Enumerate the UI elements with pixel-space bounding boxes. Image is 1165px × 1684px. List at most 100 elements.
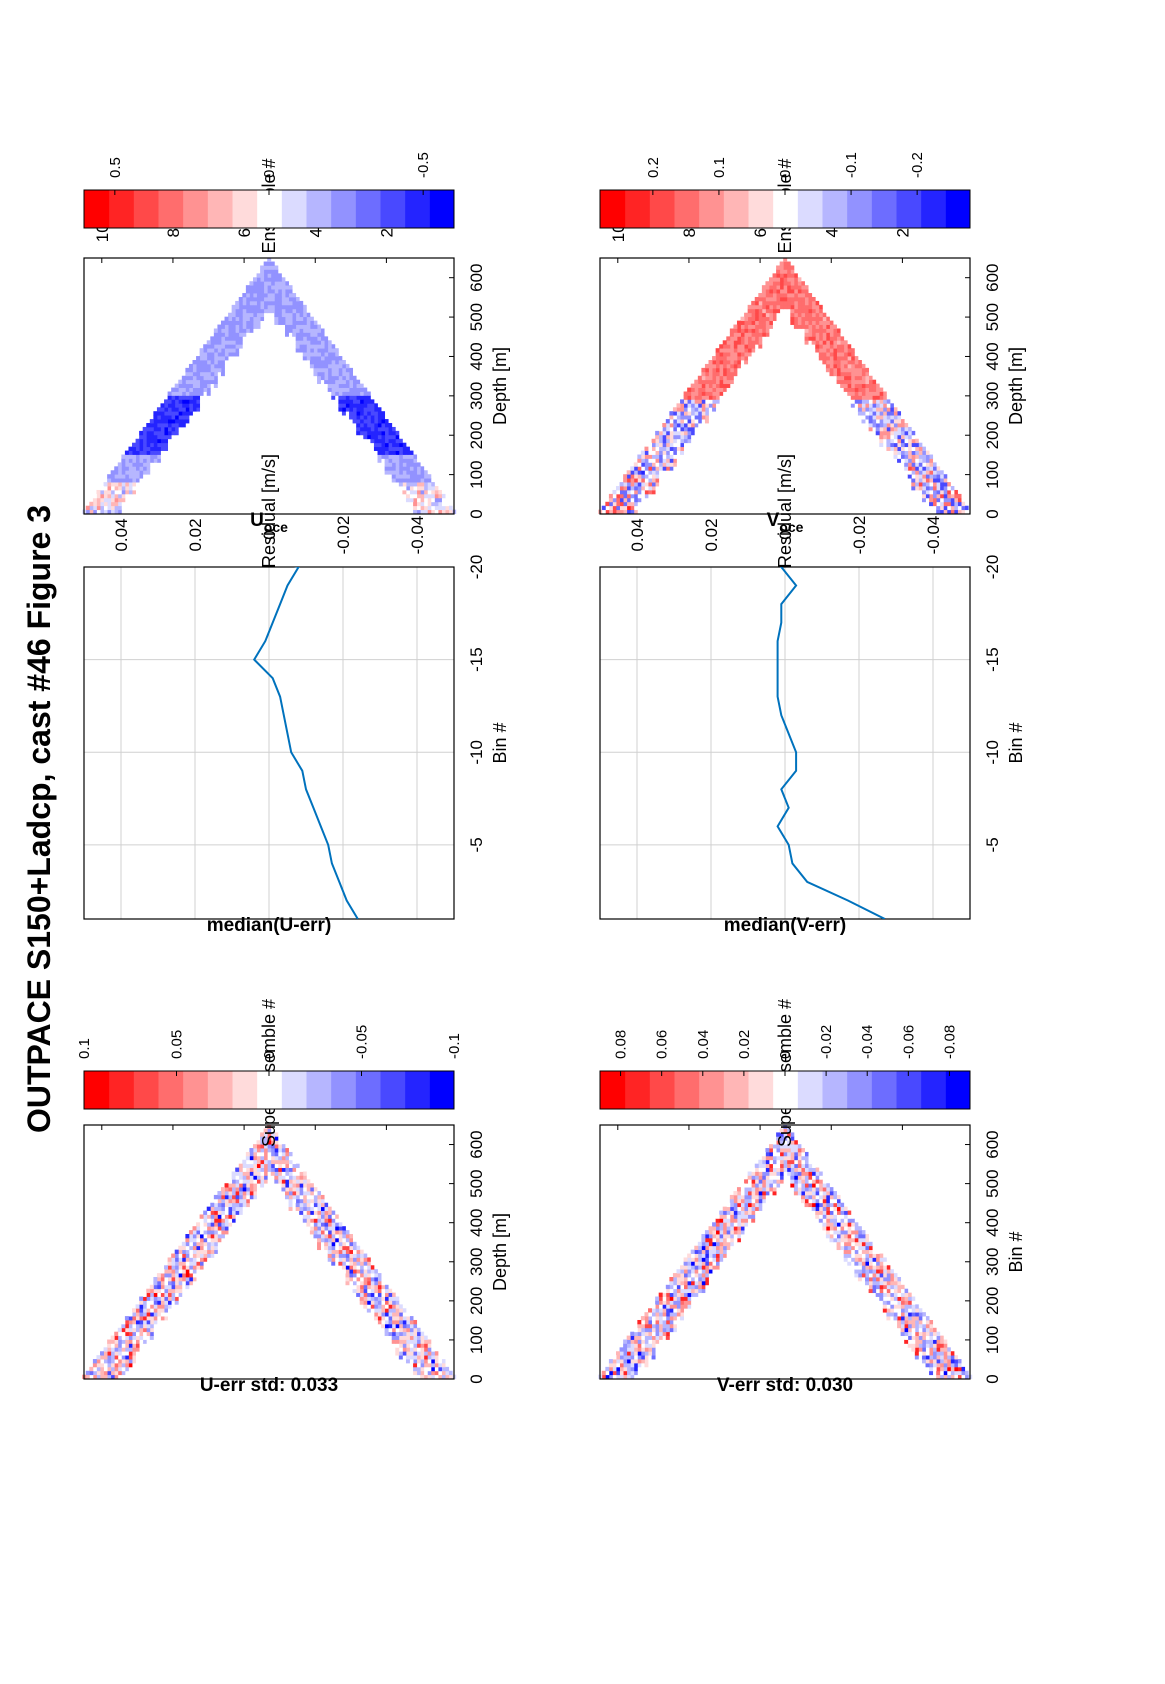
u-oce-cell — [139, 443, 143, 447]
v-err-cell — [826, 1207, 830, 1211]
u-err-cell — [175, 1254, 179, 1258]
v-err-cell — [737, 1230, 741, 1234]
u-err-cell — [313, 1187, 317, 1191]
u-err-cell — [285, 1171, 289, 1175]
v-err-cell — [723, 1250, 727, 1254]
u-err-cell — [125, 1336, 129, 1340]
v-oce-cell — [876, 423, 880, 427]
u-oce-cell — [242, 305, 246, 309]
u-err-cell — [331, 1211, 335, 1215]
v-oce-cell — [723, 340, 727, 344]
u-err-cell — [221, 1207, 225, 1211]
v-oce-cell — [829, 340, 833, 344]
v-oce-cell — [883, 423, 887, 427]
u-oce-cell — [378, 443, 382, 447]
v-oce-cell — [712, 388, 716, 392]
u-oce-cell — [310, 325, 314, 329]
v-err-cell — [691, 1265, 695, 1269]
v-oce-cell — [861, 388, 865, 392]
u-oce-cell — [189, 376, 193, 380]
u-err-cell — [217, 1211, 221, 1215]
v-err-cell — [858, 1257, 862, 1261]
u-err-cell — [128, 1328, 132, 1332]
v-err-cell — [680, 1265, 684, 1269]
v-err-cell — [698, 1269, 702, 1273]
v-oce-cell — [773, 293, 777, 297]
v-oce-cell — [861, 395, 865, 399]
v-oce-cell — [765, 297, 769, 301]
v-err-cell — [869, 1273, 873, 1277]
u-err-cell — [121, 1363, 125, 1367]
v-oce-cell — [726, 376, 730, 380]
v-err-cell — [730, 1222, 734, 1226]
u-oce-cell — [185, 399, 189, 403]
v-err-cell — [883, 1285, 887, 1289]
v-err-cell — [847, 1226, 851, 1230]
u-err-cell — [264, 1148, 268, 1152]
u-oce-cell — [189, 388, 193, 392]
v-oce-cell — [701, 392, 705, 396]
u-err-cell — [317, 1211, 321, 1215]
u-oce-cell — [367, 423, 371, 427]
v-oce-cell — [915, 443, 919, 447]
u-oce-cell — [136, 466, 140, 470]
u-err-cell — [438, 1367, 442, 1371]
u-oce-cell — [281, 289, 285, 293]
u-oce-cell — [164, 427, 168, 431]
u-err-cell — [367, 1261, 371, 1265]
u-err-ytick-label: 300 — [467, 1248, 486, 1276]
u-err-cell — [449, 1371, 453, 1375]
u-err-cell — [310, 1195, 314, 1199]
u-err-cell — [118, 1371, 122, 1375]
u-err-cell — [104, 1367, 108, 1371]
u-oce-cell — [185, 407, 189, 411]
v-oce-cell — [822, 348, 826, 352]
u-err-cell — [381, 1320, 385, 1324]
v-err-colorbar-tick-label: -0.06 — [900, 1025, 917, 1059]
v-oce-cell — [691, 415, 695, 419]
u-oce-cell — [310, 348, 314, 352]
u-oce-cell — [253, 325, 257, 329]
u-err-cell — [96, 1367, 100, 1371]
v-err-cell — [691, 1293, 695, 1297]
u-err-cell — [175, 1257, 179, 1261]
v-err-cell — [684, 1300, 688, 1304]
v-err-cell — [940, 1363, 944, 1367]
u-err-cell — [335, 1257, 339, 1261]
u-oce-cell — [175, 415, 179, 419]
v-err-cell — [904, 1328, 908, 1332]
v-err-cell — [797, 1156, 801, 1160]
median-v-err-xtick-label: -0.02 — [850, 516, 869, 555]
v-oce-cell — [673, 427, 677, 431]
u-oce-cell — [118, 510, 122, 514]
u-oce-cell — [431, 494, 435, 498]
v-err-cell — [879, 1293, 883, 1297]
v-err-cell — [637, 1336, 641, 1340]
v-oce-cell — [908, 443, 912, 447]
v-oce-cell — [869, 376, 873, 380]
v-err-cell — [858, 1261, 862, 1265]
v-oce-cell — [858, 395, 862, 399]
v-oce-cell — [886, 427, 890, 431]
u-oce-cell — [378, 451, 382, 455]
u-err-cell — [146, 1316, 150, 1320]
median-u-err-ytick-label: -15 — [467, 647, 486, 672]
u-oce-cell — [388, 443, 392, 447]
v-oce-cell — [876, 403, 880, 407]
u-err-cell — [321, 1207, 325, 1211]
v-oce-cell — [684, 415, 688, 419]
u-err-cell — [196, 1246, 200, 1250]
v-err-cell — [829, 1195, 833, 1199]
u-err-cell — [242, 1199, 246, 1203]
v-err-cell — [741, 1226, 745, 1230]
v-oce-cell — [940, 490, 944, 494]
u-oce-cell — [317, 376, 321, 380]
v-oce-cell — [922, 451, 926, 455]
u-err-title: U-err std: 0.033 — [200, 1375, 338, 1396]
u-err-cell — [157, 1281, 161, 1285]
u-oce-cell — [153, 458, 157, 462]
u-err-cell — [111, 1336, 115, 1340]
u-oce-cell — [260, 277, 264, 281]
v-oce-cell — [826, 356, 830, 360]
u-oce-cell — [128, 451, 132, 455]
